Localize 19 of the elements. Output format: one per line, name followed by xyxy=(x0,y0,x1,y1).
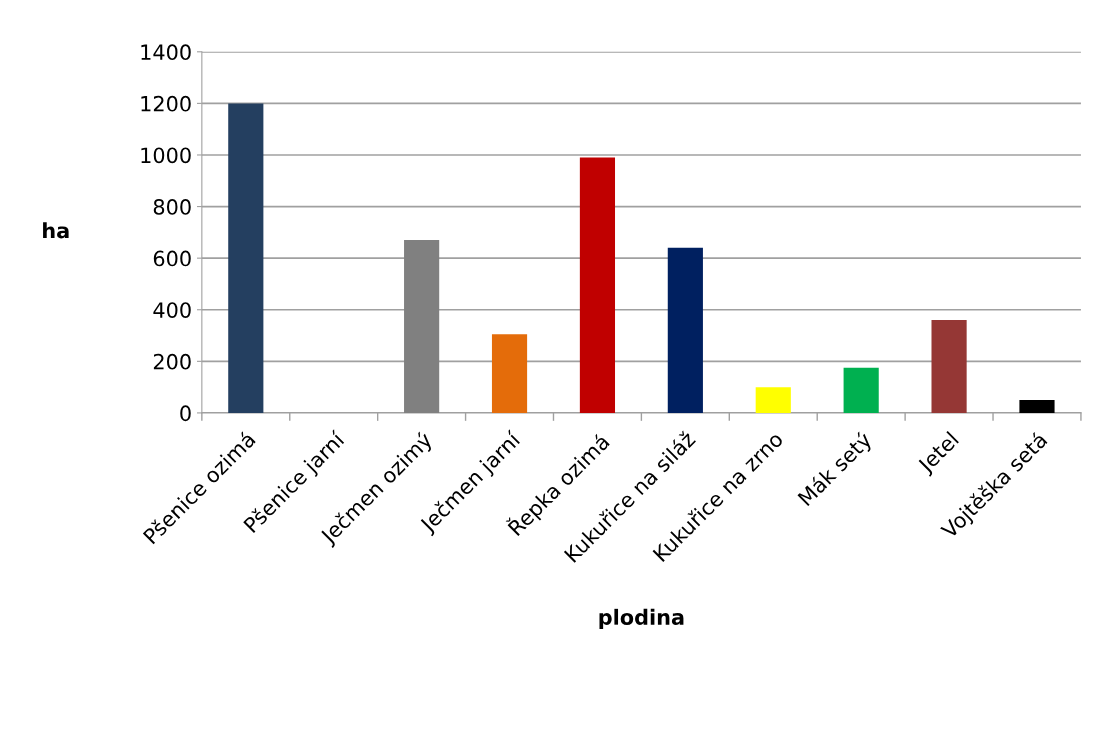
y-tick-label: 1000 xyxy=(141,147,191,164)
bar xyxy=(931,320,967,413)
y-tick-label: 0 xyxy=(180,405,191,422)
y-axis-title: ha xyxy=(43,222,69,239)
bar xyxy=(1019,400,1055,413)
bar xyxy=(228,103,264,413)
y-tick-label: 200 xyxy=(153,353,191,370)
bar xyxy=(579,157,616,413)
y-tick-label: 600 xyxy=(153,250,191,267)
bar xyxy=(843,367,879,413)
bar xyxy=(667,247,703,413)
bar xyxy=(755,387,791,413)
y-tick-label: 800 xyxy=(153,199,191,215)
y-tick-label: 1200 xyxy=(141,95,191,112)
bar xyxy=(404,240,440,413)
y-tick-label: 400 xyxy=(153,302,191,318)
bar xyxy=(491,334,528,413)
x-axis-title: plodina xyxy=(599,608,684,629)
y-tick-label: 1400 xyxy=(141,44,191,61)
